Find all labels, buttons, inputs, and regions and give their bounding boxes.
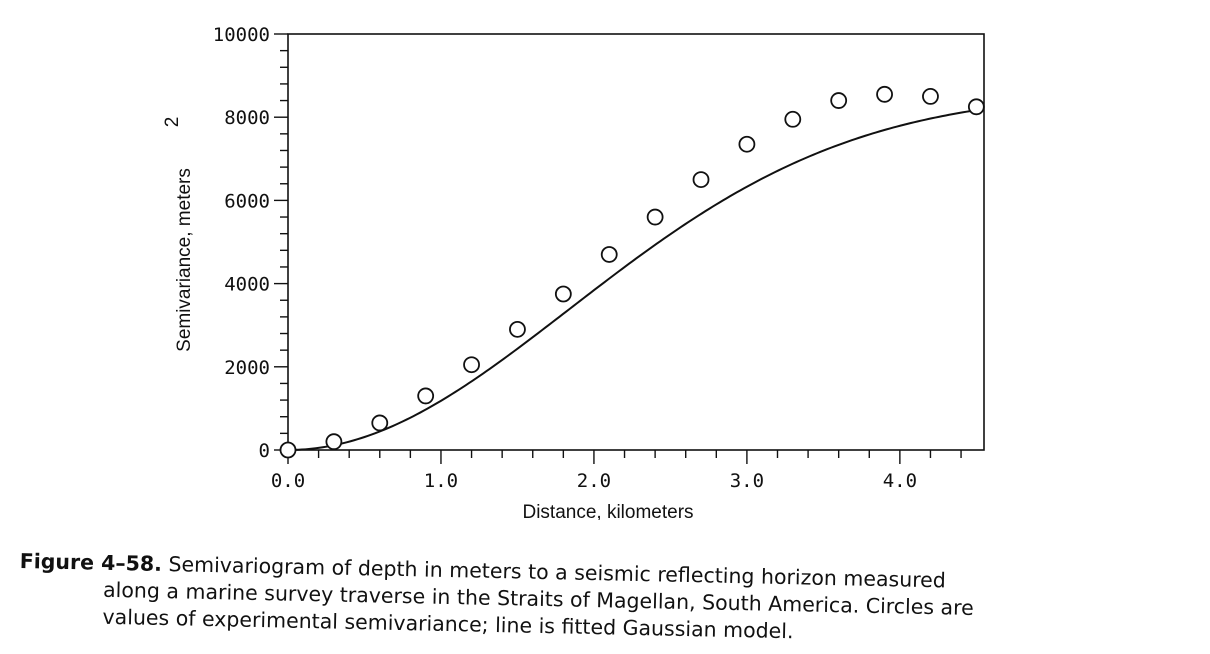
gaussian-model-line — [287, 107, 985, 451]
x-axis-label: Distance, kilometers — [522, 502, 693, 520]
y-tick-label: 4000 — [224, 274, 270, 296]
x-tick-label: 4.0 — [883, 470, 917, 492]
x-tick-label: 3.0 — [730, 470, 764, 492]
data-point — [967, 98, 985, 116]
data-point — [784, 110, 802, 128]
y-tick-label: 0 — [259, 440, 270, 462]
data-point — [371, 414, 389, 432]
x-axis: 0.0 1.0 2.0 3.0 4.0 — [271, 450, 962, 492]
data-point — [417, 387, 435, 405]
plot-border — [287, 33, 985, 451]
plot-frame — [287, 33, 985, 451]
data-point — [325, 433, 343, 451]
x-tick-label: 1.0 — [424, 470, 458, 492]
y-axis-label-superscript: 2 — [162, 117, 183, 128]
data-point — [922, 88, 939, 105]
y-axis-title: Semivariance, meters 2 — [162, 117, 195, 352]
x-tick-label: 0.0 — [271, 470, 305, 492]
data-point — [279, 441, 297, 459]
y-tick-label: 10000 — [213, 24, 270, 46]
experimental-semivariance-points — [279, 85, 985, 459]
y-tick-label: 6000 — [224, 190, 270, 212]
data-point — [830, 92, 848, 109]
data-point — [646, 208, 664, 226]
data-point — [600, 246, 618, 263]
data-point — [509, 320, 526, 338]
data-point — [876, 85, 893, 103]
data-point — [692, 171, 710, 189]
gaussian-model-curve — [287, 107, 985, 451]
data-point — [463, 356, 480, 374]
y-tick-label: 8000 — [224, 107, 270, 129]
data-point — [738, 135, 756, 153]
y-axis-label: Semivariance, meters — [174, 168, 195, 352]
y-tick-label: 2000 — [224, 357, 270, 379]
y-axis: 0 2000 4000 6000 8000 10000 — [213, 24, 288, 462]
figure-number: Figure 4–58. — [19, 548, 163, 576]
x-tick-label: 2.0 — [577, 470, 611, 492]
semivariogram-chart: 0.0 1.0 2.0 3.0 4.0 0 2000 4000 6000 8000 10000 D… — [162, 24, 985, 520]
figure-caption: Figure 4–58. Semivariogram of depth in m… — [18, 548, 1189, 653]
data-point — [554, 285, 572, 303]
